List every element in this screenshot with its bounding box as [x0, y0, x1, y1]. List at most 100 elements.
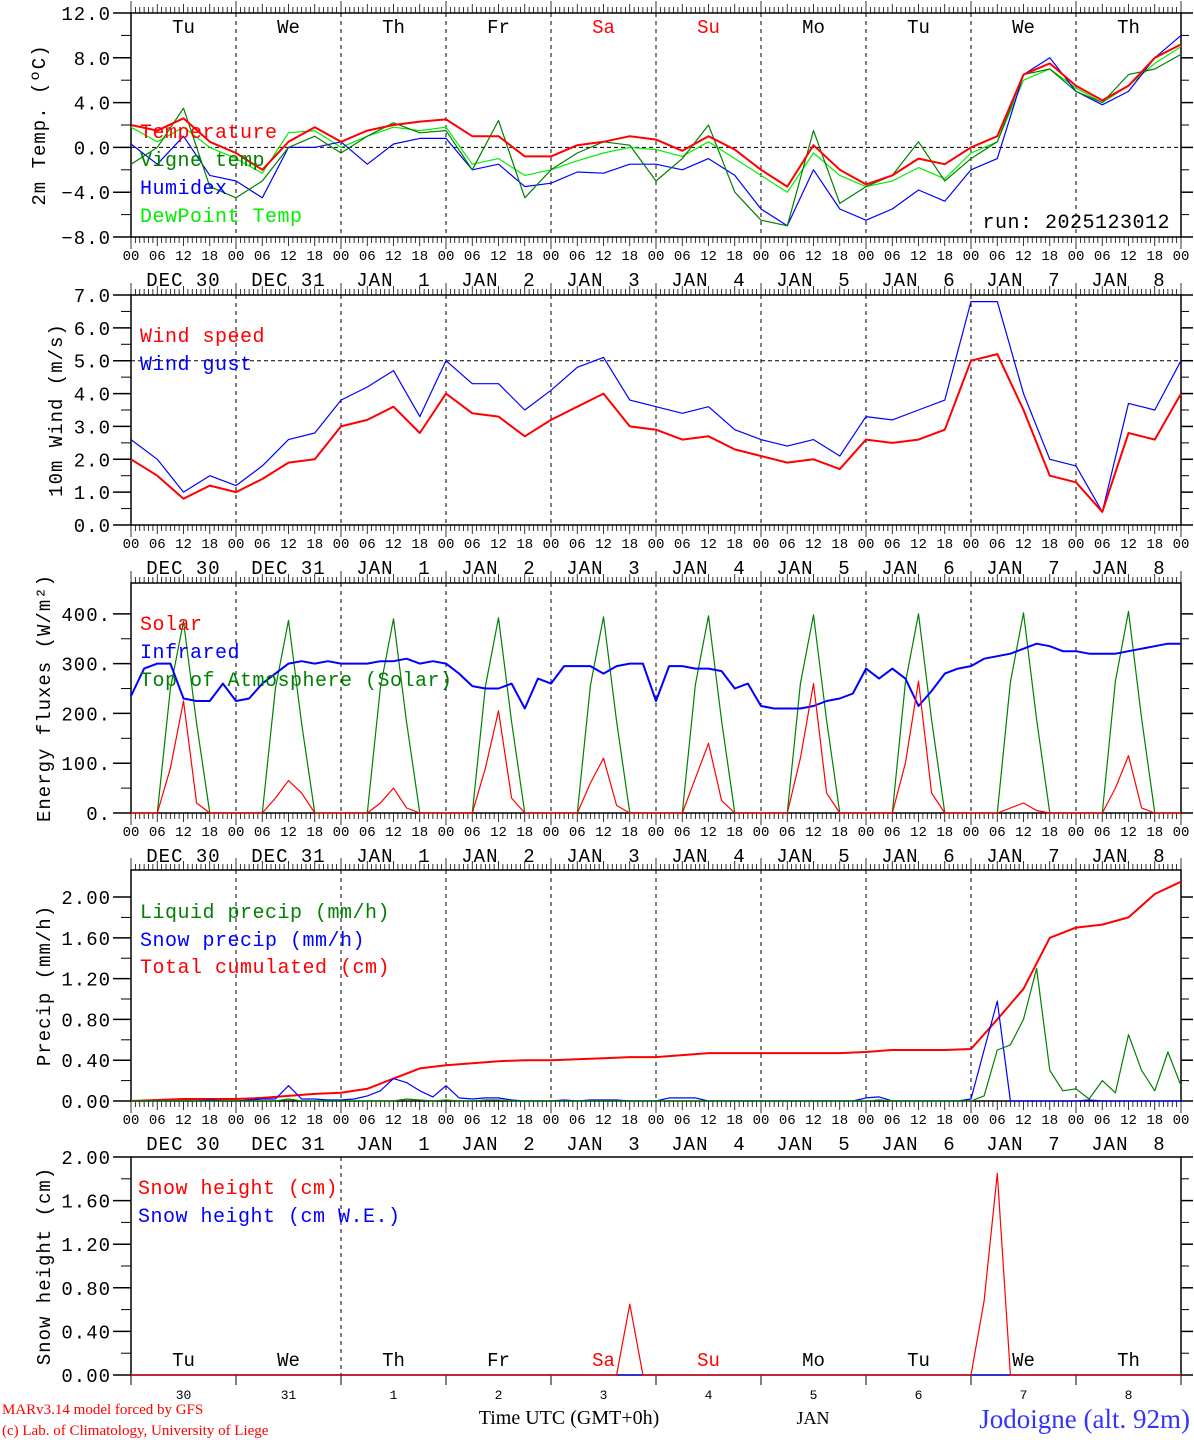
hour-label: 00 [333, 825, 350, 841]
day-number-label: 6 [915, 1388, 923, 1403]
hour-label: 18 [1146, 249, 1163, 265]
series-line-infrared [130, 642, 1181, 710]
series-line-solar [131, 680, 1181, 814]
hour-label: 06 [674, 825, 691, 841]
day-number-label: 2 [495, 1388, 503, 1403]
weekday-label: Su [697, 17, 720, 39]
date-label: JAN 7 [986, 270, 1060, 292]
hour-label: 00 [648, 249, 665, 265]
hour-label: 12 [1120, 537, 1137, 553]
hour-label: 00 [963, 537, 980, 553]
y-tick-label: 0.0 [74, 138, 111, 160]
y-tick-label: 8.0 [74, 49, 111, 71]
hour-label: 00 [858, 1113, 875, 1129]
hour-label: 00 [333, 1113, 350, 1129]
hour-label: 06 [989, 1113, 1006, 1129]
hour-label: 12 [805, 1113, 822, 1129]
hour-label: 18 [306, 1113, 323, 1129]
hour-label: 12 [280, 537, 297, 553]
legend-entry: Snow precip (mm/h) [140, 930, 365, 953]
hour-label: 18 [831, 1113, 848, 1129]
date-label: JAN 3 [566, 558, 640, 580]
hour-label: 12 [385, 825, 402, 841]
hour-label: 06 [989, 249, 1006, 265]
day-number-label: 4 [705, 1388, 713, 1403]
hour-label: 18 [936, 249, 953, 265]
hour-label: 06 [1094, 1113, 1111, 1129]
weekday-label: Tu [907, 1350, 930, 1372]
weekday-label: Th [382, 17, 405, 39]
panel-3: 0. 100. 200. 300. 400.Energy fluxes (W/m²) 00… [34, 571, 1193, 868]
hour-label: 00 [858, 537, 875, 553]
weekday-label: Tu [172, 17, 195, 39]
hour-label: 06 [464, 825, 481, 841]
hour-label: 18 [1041, 249, 1058, 265]
date-label: JAN 6 [881, 846, 955, 868]
date-label: JAN 3 [566, 1134, 640, 1156]
hour-label: 06 [569, 249, 586, 265]
hour-label: 00 [1068, 537, 1085, 553]
panel-1: −8.0 −4.0 0.0 4.0 8.0 12.0 2m Temp. (ºC) 00 06 12… [29, 1, 1193, 292]
hour-label: 18 [1146, 825, 1163, 841]
hour-label: 18 [726, 249, 743, 265]
hour-label: 18 [201, 825, 218, 841]
y-tick-label: 1.20 [61, 1235, 111, 1257]
day-number-label: 8 [1125, 1388, 1133, 1403]
date-label: JAN 1 [356, 846, 430, 868]
y-tick-label: 4.0 [74, 94, 111, 116]
hour-label: 12 [385, 1113, 402, 1129]
hour-label: 00 [228, 825, 245, 841]
hour-label: 12 [910, 249, 927, 265]
hour-label: 18 [621, 1113, 638, 1129]
series-line-humidex [130, 34, 1182, 227]
hour-label: 00 [1173, 825, 1190, 841]
hour-label: 00 [1173, 1113, 1190, 1129]
y-tick-label: 200. [61, 704, 111, 726]
hour-label: 00 [1068, 825, 1085, 841]
date-label: DEC 31 [251, 270, 325, 292]
hour-label: 06 [674, 249, 691, 265]
date-label: JAN 8 [1091, 270, 1165, 292]
y-tick-label: 400. [61, 605, 111, 627]
legend-entry: Wind gust [140, 354, 253, 377]
hour-label: 06 [254, 537, 271, 553]
hour-label: 12 [280, 249, 297, 265]
hour-label: 12 [280, 1113, 297, 1129]
hour-label: 18 [1146, 1113, 1163, 1129]
hour-label: 00 [963, 249, 980, 265]
date-label: JAN 6 [881, 270, 955, 292]
hour-label: 18 [1041, 1113, 1058, 1129]
hour-label: 18 [306, 537, 323, 553]
day-number-label: 31 [281, 1388, 297, 1403]
hour-label: 12 [175, 825, 192, 841]
hour-label: 06 [1094, 537, 1111, 553]
hour-label: 12 [175, 537, 192, 553]
y-axis-title: 10m Wind (m/s) [46, 323, 68, 497]
hour-label: 18 [621, 537, 638, 553]
hour-label: 06 [464, 1113, 481, 1129]
hour-label: 18 [621, 825, 638, 841]
hour-label: 00 [753, 1113, 770, 1129]
hour-label: 06 [989, 537, 1006, 553]
y-axis-title: Snow height (cm) [34, 1167, 56, 1365]
hour-label: 12 [385, 537, 402, 553]
hour-label: 12 [1015, 249, 1032, 265]
hour-label: 00 [123, 537, 140, 553]
y-axis-title: 2m Temp. (ºC) [29, 44, 51, 205]
hour-label: 00 [1068, 249, 1085, 265]
legend-entry: Temperature [140, 122, 278, 145]
y-tick-label: 0.00 [61, 1366, 111, 1388]
date-label: JAN 1 [356, 558, 430, 580]
hour-label: 12 [805, 825, 822, 841]
legend-entry: Top of Atmosphere (Solar) [140, 670, 453, 693]
date-label: JAN 2 [461, 1134, 535, 1156]
date-label: JAN 4 [671, 270, 745, 292]
station-name: Jodoigne (alt. 92m) [979, 1404, 1190, 1434]
weekday-label: Tu [907, 17, 930, 39]
series-line-wind-speed [130, 353, 1182, 513]
hour-label: 18 [936, 825, 953, 841]
date-label: JAN 5 [776, 558, 850, 580]
weekday-label: Th [1117, 17, 1140, 39]
hour-label: 00 [333, 537, 350, 553]
